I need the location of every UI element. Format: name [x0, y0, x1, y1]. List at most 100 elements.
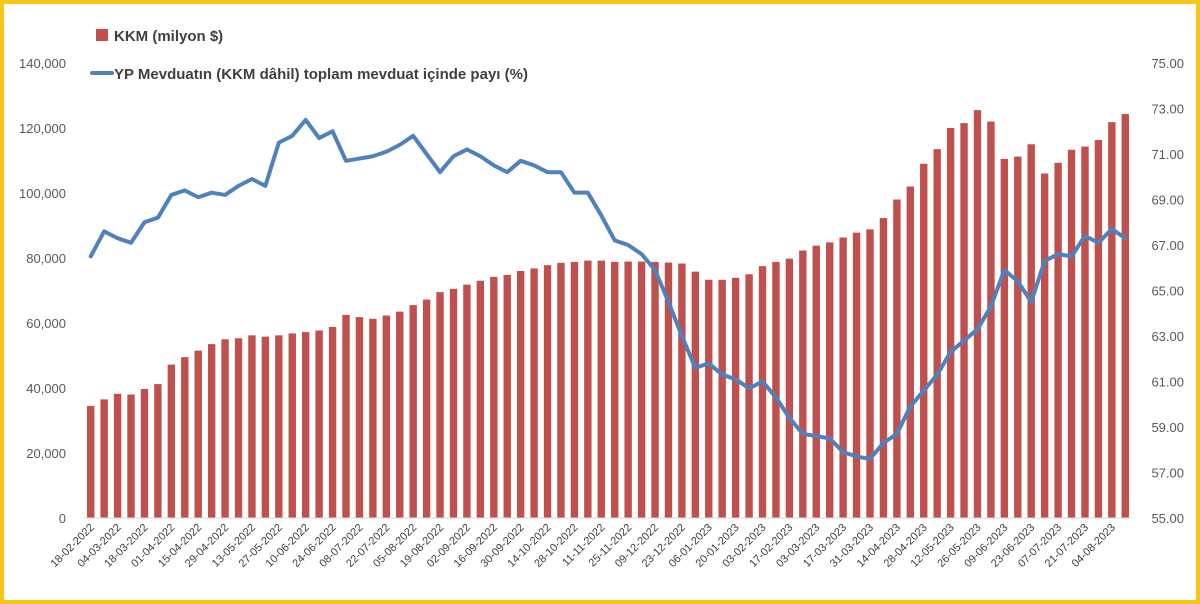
- legend-entry-yp-share: YP Mevduatın (KKM dâhil) toplam mevduat …: [114, 66, 528, 83]
- kkm-bar: [1121, 114, 1129, 519]
- kkm-bar: [422, 299, 431, 518]
- y-right-tick-label: 75.00: [1151, 56, 1184, 71]
- kkm-bar: [234, 338, 243, 518]
- kkm-bar: [772, 261, 780, 518]
- line-series: [88, 117, 1128, 461]
- kkm-bar: [611, 261, 619, 518]
- kkm-bar: [557, 262, 565, 519]
- y-right-tick-label: 61.00: [1151, 375, 1184, 390]
- kkm-bar: [248, 335, 256, 518]
- kkm-bar: [261, 336, 270, 518]
- kkm-bar: [140, 388, 149, 518]
- y-right-tick-label: 59.00: [1151, 420, 1184, 435]
- kkm-bar: [100, 399, 108, 519]
- kkm-bar: [866, 229, 874, 518]
- kkm-bar: [1094, 140, 1103, 518]
- y-right-tick-label: 67.00: [1151, 238, 1184, 253]
- kkm-bar: [516, 271, 525, 518]
- y-right-tick-label: 71.00: [1151, 147, 1184, 162]
- kkm-bar: [678, 263, 686, 518]
- kkm-bar: [382, 315, 390, 518]
- y-left-tick-label: 120,000: [19, 121, 66, 136]
- kkm-bar: [570, 261, 579, 518]
- kkm-bar: [758, 266, 767, 519]
- kkm-bar: [987, 121, 995, 518]
- kkm-bar: [691, 271, 700, 518]
- kkm-bar: [207, 344, 216, 519]
- kkm-bar: [1014, 156, 1022, 518]
- kkm-bar: [624, 261, 632, 518]
- y-right-tick-label: 65.00: [1151, 284, 1184, 299]
- kkm-bar: [1040, 173, 1049, 518]
- y-right-tick-label: 73.00: [1151, 102, 1184, 117]
- kkm-bar: [436, 292, 444, 519]
- y-left-tick-label: 100,000: [19, 186, 66, 201]
- kkm-bar: [369, 318, 377, 518]
- kkm-bar: [315, 330, 323, 518]
- kkm-bar: [463, 284, 471, 518]
- kkm-bar: [920, 163, 928, 518]
- kkm-bar: [933, 149, 941, 519]
- kkm-bar: [328, 326, 337, 518]
- kkm-bar: [221, 339, 229, 518]
- legend-entry-kkm: KKM (milyon $): [114, 28, 223, 45]
- y-left-tick-label: 0: [59, 511, 66, 526]
- kkm-bar: [839, 237, 847, 518]
- y-right-tick-label: 57.00: [1151, 466, 1184, 481]
- kkm-bar: [87, 405, 95, 519]
- kkm-bar: [960, 123, 968, 519]
- kkm-bar: [1027, 144, 1035, 518]
- kkm-bar: [275, 335, 283, 518]
- kkm-bar: [194, 350, 202, 519]
- kkm-bar: [1067, 149, 1076, 518]
- y-left-tick-label: 140,000: [19, 56, 66, 71]
- kkm-bar: [1000, 158, 1009, 519]
- kkm-bar: [879, 218, 888, 518]
- kkm-bar: [302, 332, 310, 518]
- y-left-tick-label: 60,000: [26, 316, 66, 331]
- kkm-bar: [127, 394, 135, 518]
- kkm-bar: [826, 242, 834, 518]
- bar-series: [87, 110, 1129, 519]
- kkm-bar: [1108, 122, 1116, 519]
- kkm-bar: [664, 262, 673, 518]
- kkm-bar: [396, 311, 404, 519]
- kkm-bar: [288, 333, 296, 518]
- kkm-bar: [476, 280, 485, 518]
- y-right-tick-label: 69.00: [1151, 193, 1184, 208]
- kkm-bar: [342, 314, 350, 519]
- x-axis-ticks: 18-02-202204-03-202218-03-202201-04-2022…: [49, 522, 1118, 570]
- kkm-bar: [543, 265, 552, 518]
- kkm-bar: [973, 110, 982, 519]
- kkm-bar: [637, 261, 646, 518]
- kkm-bar: [490, 276, 498, 518]
- kkm-bar: [167, 364, 176, 518]
- y-right-tick-label: 55.00: [1151, 511, 1184, 526]
- kkm-bar: [154, 384, 162, 518]
- y-axis-right: 55.00 57.00 59.00 61.00 63.00 65.00 67.00 69.00…: [1151, 56, 1184, 526]
- y-left-tick-label: 80,000: [26, 251, 66, 266]
- kkm-bar: [852, 232, 861, 518]
- kkm-bar: [503, 274, 511, 518]
- kkm-bar: [946, 128, 955, 518]
- kkm-bar: [530, 268, 538, 518]
- kkm-bar: [651, 261, 659, 518]
- kkm-bar: [1081, 146, 1089, 518]
- yp-share-line: [88, 117, 1128, 461]
- y-left-tick-label: 20,000: [26, 446, 66, 461]
- kkm-bar: [893, 199, 901, 518]
- y-left-tick-label: 40,000: [26, 381, 66, 396]
- kkm-bar: [906, 186, 914, 518]
- kkm-bar: [1054, 162, 1062, 518]
- kkm-bar: [355, 317, 364, 518]
- kkm-bar: [785, 258, 794, 518]
- kkm-bar: [705, 279, 713, 518]
- kkm-bar: [597, 260, 605, 518]
- kkm-bar: [409, 305, 417, 519]
- kkm-bar: [584, 260, 592, 518]
- kkm-bar: [718, 279, 726, 518]
- kkm-bar: [799, 250, 807, 518]
- kkm-bar: [812, 245, 820, 518]
- kkm-bar: [181, 357, 189, 519]
- legend-bar-swatch: [96, 29, 108, 41]
